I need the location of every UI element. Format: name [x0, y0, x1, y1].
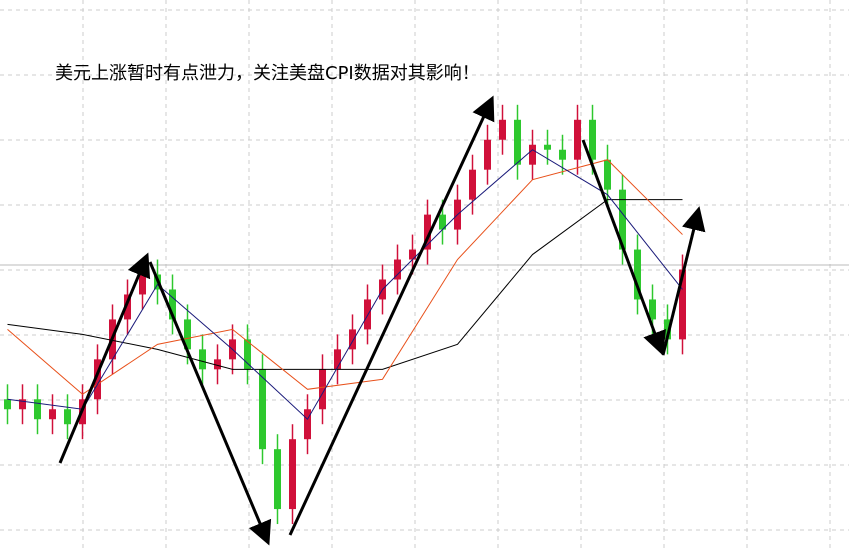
- candle-body: [544, 144, 551, 150]
- arrow: [581, 139, 666, 356]
- arrow: [288, 95, 495, 536]
- moving-average: [7, 149, 683, 421]
- candle-body: [289, 439, 296, 510]
- candle-body: [634, 249, 641, 300]
- candle-body: [529, 144, 536, 165]
- candle-body: [679, 269, 686, 340]
- moving-average: [7, 199, 683, 370]
- candle-body: [649, 299, 656, 320]
- arrow: [661, 206, 706, 356]
- candle-body: [484, 139, 491, 170]
- candle-body: [139, 274, 146, 295]
- candle-body: [4, 399, 11, 410]
- candle-body: [469, 169, 476, 200]
- candle-body: [49, 409, 56, 420]
- arrow: [148, 261, 272, 546]
- candle-body: [409, 249, 416, 260]
- candle-body: [619, 189, 626, 250]
- candle-body: [439, 214, 446, 230]
- arrow: [58, 252, 151, 464]
- candle-body: [94, 359, 101, 400]
- candle-body: [274, 449, 281, 510]
- candle-body: [604, 159, 611, 190]
- candle-body: [514, 119, 521, 165]
- candle-body: [574, 119, 581, 160]
- candle-body: [394, 259, 401, 280]
- candle-body: [499, 119, 506, 140]
- candle-body: [184, 319, 191, 350]
- candle-body: [244, 339, 251, 370]
- chart-title: 美元上涨暂时有点泄力，关注美盘CPI数据对其影响！: [55, 63, 480, 84]
- candle-body: [424, 214, 431, 250]
- candle-body: [64, 409, 71, 425]
- candle-body: [319, 369, 326, 410]
- candle-body: [664, 319, 671, 340]
- candle-body: [559, 149, 566, 160]
- candle-body: [304, 409, 311, 440]
- candle-body: [169, 289, 176, 320]
- candle-body: [199, 349, 206, 370]
- candle-body: [349, 329, 356, 350]
- candle-body: [589, 119, 596, 160]
- candle-body: [34, 399, 41, 420]
- moving-average: [7, 159, 683, 395]
- plot: [4, 104, 686, 525]
- candle-body: [259, 369, 266, 450]
- candle-body: [124, 294, 131, 320]
- candle-body: [214, 359, 221, 370]
- candle-body: [19, 399, 26, 410]
- candle-body: [334, 349, 341, 370]
- trend-arrows: [58, 95, 706, 546]
